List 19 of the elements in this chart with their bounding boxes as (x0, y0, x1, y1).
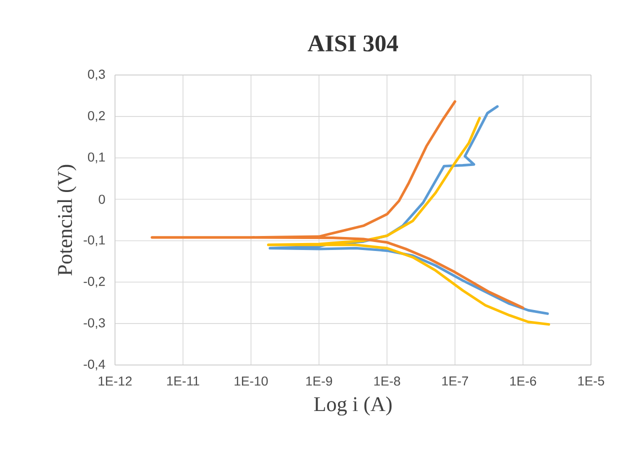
x-axis-title: Log i (A) (314, 396, 392, 416)
y-axis-title: Potencial (V) (57, 164, 76, 276)
y-tick-label: -0,3 (84, 318, 105, 329)
y-tick-label: 0 (98, 194, 105, 204)
x-tick-label: 1E-6 (510, 376, 536, 386)
y-tick-label: -0,2 (84, 276, 105, 288)
y-tick-label: -0,1 (84, 235, 105, 246)
x-tick-label: 1E-10 (234, 376, 268, 386)
x-tick-label: 1E-8 (374, 376, 400, 386)
x-tick-label: 1E-11 (167, 376, 200, 386)
y-tick-label: -0,4 (84, 360, 106, 370)
y-tick-label: 0,3 (88, 70, 105, 80)
x-tick-label: 1E-9 (306, 376, 332, 386)
x-tick-label: 1E-5 (578, 376, 604, 386)
y-tick-label: 0,2 (88, 111, 105, 122)
chart-title: AISI 304 (308, 35, 398, 52)
y-tick-label: 0,1 (88, 152, 105, 164)
x-tick-label: 1E-12 (98, 376, 132, 386)
x-tick-label: 1E-7 (442, 376, 468, 386)
